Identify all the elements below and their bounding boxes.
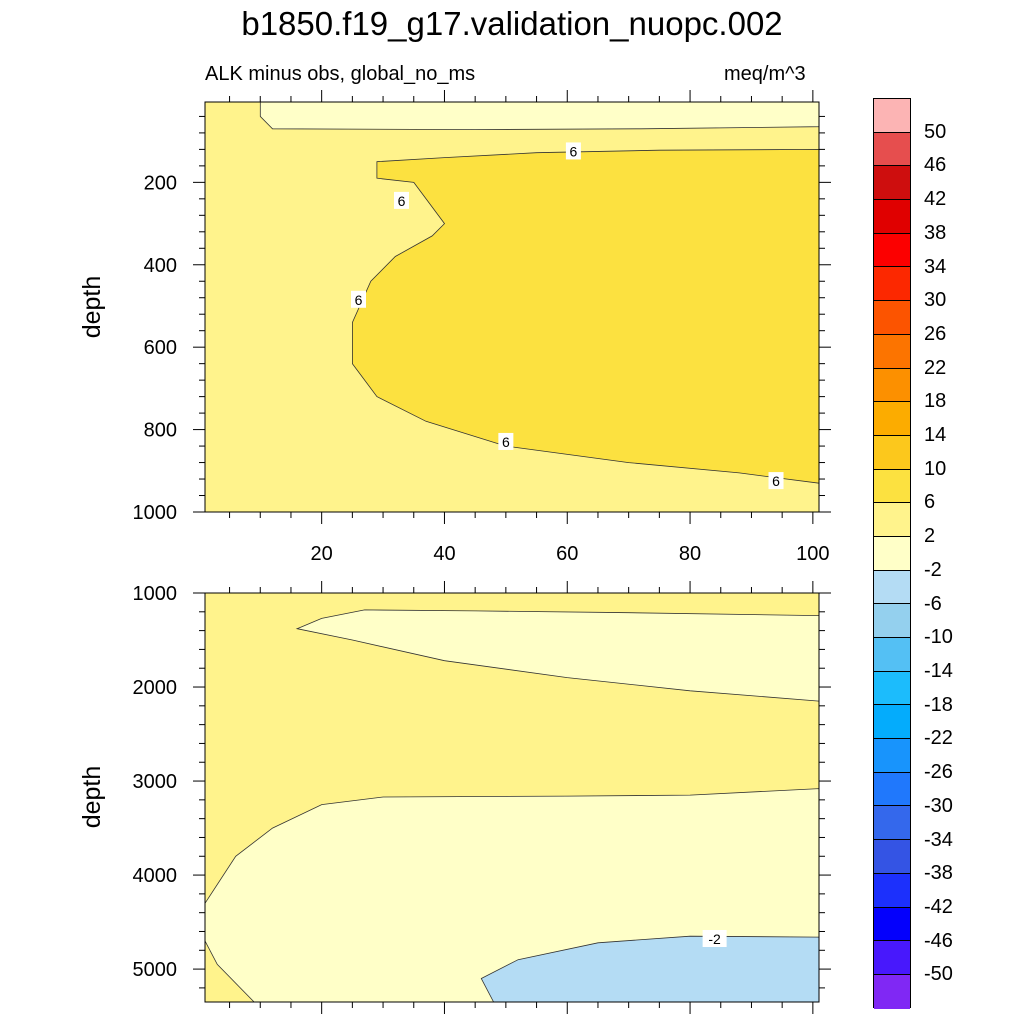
colorbar-swatch [874,840,910,874]
colorbar-label: -14 [924,660,953,682]
colorbar-swatch [874,469,910,504]
contour-label: 6 [398,193,406,209]
contour-label: 6 [355,292,363,308]
colorbar-swatch [874,503,910,537]
colorbar [873,98,911,1009]
colorbar-swatch [874,301,910,335]
colorbar-label: -10 [924,626,953,649]
colorbar-swatch [874,233,910,268]
colorbar-label: 18 [924,390,947,413]
y-tick-label: 3000 [133,771,178,793]
plot-frame [204,592,820,1003]
colorbar-swatch [874,267,910,302]
colorbar-swatch [874,604,910,638]
contour-label-bg [702,930,727,948]
colorbar-label: -18 [924,693,953,716]
colorbar-swatch [874,873,910,908]
colorbar-label: 42 [924,188,947,211]
colorbar-label: 26 [924,322,947,345]
x-tick-label: 40 [433,543,455,565]
colorbar-label: 46 [924,154,947,177]
colorbar-swatch [874,772,910,807]
colorbar-swatch [874,99,910,133]
contour-region [480,935,819,1002]
y-tick-label: 600 [144,337,177,359]
y-tick-label: 400 [144,255,177,277]
contour-region [295,609,819,702]
colorbar-label: -30 [924,794,953,817]
chart-title: b1850.f19_g17.validation_nuopc.002 [241,5,783,42]
y-axis-label: depth [78,276,106,339]
colorbar-label: 6 [924,491,936,514]
colorbar-label: -42 [924,895,953,918]
contour-label: 6 [502,434,510,450]
colorbar-swatch [874,368,910,403]
colorbar-swatch [874,705,910,740]
contour-label-bg [393,191,409,209]
colorbar-label: -50 [924,963,953,986]
x-tick-label: 20 [311,543,333,565]
lower-panel: 1000 2000 3000 4000 5000 depth -2 [78,581,831,1014]
colorbar-swatch [874,974,910,1009]
contour-region [259,102,819,131]
contour-label-bg [498,432,514,450]
colorbar-label: -46 [924,929,953,952]
y-tick-label: 1000 [133,502,178,524]
colorbar-swatch [874,570,910,605]
colorbar-label: -38 [924,862,953,885]
colorbar-swatch [874,132,910,167]
colorbar-swatch [874,402,910,436]
colorbar-label: -22 [924,727,953,750]
colorbar-swatch [874,806,910,841]
contour-label: 6 [772,473,780,489]
colorbar-label: 34 [924,255,947,278]
colorbar-label: 50 [924,120,947,143]
contour-label-bg [565,142,581,160]
colorbar-label: 14 [924,424,947,446]
colorbar-swatch [874,739,910,773]
colorbar-label: 30 [924,289,947,312]
upper-panel: 20 40 60 80 100 200 400 600 800 1000 depth 6 6 6 6 6 [78,90,831,565]
y-tick-label: 5000 [133,959,178,981]
colorbar-swatch [874,334,910,369]
colorbar-swatch [874,166,910,201]
y-tick-label: 200 [144,172,177,194]
colorbar-label: 38 [924,221,947,244]
colorbar-label: 10 [924,457,947,480]
contour-region [351,148,819,484]
colorbar-swatch [874,941,910,975]
colorbar-swatch [874,200,910,234]
contour-label-bg [768,472,784,490]
y-tick-label: 800 [144,420,177,442]
x-tick-label: 60 [556,543,578,565]
colorbar-label: -34 [924,828,953,851]
colorbar-swatch [874,435,910,470]
colorbar-swatch [874,536,910,571]
chart-units: meq/m^3 [724,63,806,85]
contour-label: 6 [570,143,578,159]
colorbar-label: -26 [924,761,953,784]
x-tick-label: 100 [796,543,829,565]
y-tick-label: 1000 [133,583,178,605]
plot-frame [204,101,820,513]
colorbar-label: 22 [924,356,947,379]
y-axis-label: depth [78,766,106,829]
y-tick-label: 2000 [133,677,178,699]
contour-label: -2 [708,931,721,947]
colorbar-swatch [874,671,910,706]
x-tick-label: 80 [679,543,701,565]
contour-label-bg [351,290,366,308]
colorbar-label: -6 [924,592,942,615]
chart-subtitle-left: ALK minus obs, global_no_ms [205,63,476,85]
colorbar-label: -2 [924,558,942,581]
colorbar-swatch [874,907,910,942]
y-tick-label: 4000 [133,865,178,887]
colorbar-swatch [874,638,910,672]
colorbar-label: 2 [924,525,936,548]
